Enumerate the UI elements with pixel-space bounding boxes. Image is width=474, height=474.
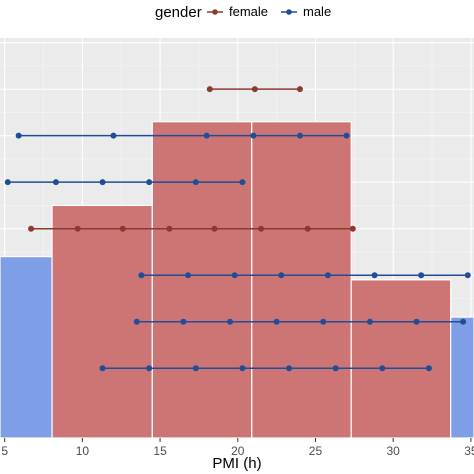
data-point bbox=[278, 272, 285, 279]
data-point bbox=[110, 132, 117, 139]
x-tick-label: 35 bbox=[464, 444, 474, 458]
data-point bbox=[296, 132, 303, 139]
data-point bbox=[304, 225, 311, 232]
data-point bbox=[192, 179, 199, 186]
legend-male-label: male bbox=[303, 4, 331, 19]
legend-female-point bbox=[212, 9, 218, 15]
legend-male-point bbox=[286, 9, 292, 15]
data-point bbox=[296, 86, 303, 93]
data-point bbox=[206, 86, 213, 93]
data-point bbox=[203, 132, 210, 139]
legend-title: gender bbox=[155, 4, 202, 21]
x-tick-label: 5 bbox=[1, 444, 8, 458]
histogram-bar bbox=[151, 121, 253, 439]
data-point bbox=[286, 365, 293, 372]
data-point bbox=[324, 272, 331, 279]
data-point bbox=[320, 318, 327, 325]
series-male bbox=[99, 365, 432, 372]
data-point bbox=[166, 225, 173, 232]
data-point bbox=[180, 318, 187, 325]
data-point bbox=[349, 225, 356, 232]
histogram-bar bbox=[450, 316, 474, 439]
series-female bbox=[28, 225, 356, 232]
data-point bbox=[99, 365, 106, 372]
data-point bbox=[413, 318, 420, 325]
x-tick-label: 20 bbox=[231, 444, 245, 458]
data-point bbox=[371, 272, 378, 279]
legend-female-label: female bbox=[229, 4, 268, 19]
data-point bbox=[273, 318, 280, 325]
data-point bbox=[366, 318, 373, 325]
series-male bbox=[15, 132, 350, 139]
data-point bbox=[239, 365, 246, 372]
series bbox=[4, 86, 471, 372]
data-point bbox=[250, 132, 257, 139]
histogram-bar bbox=[0, 256, 53, 439]
data-point bbox=[231, 272, 238, 279]
series-male bbox=[133, 318, 467, 325]
data-point bbox=[15, 132, 22, 139]
series-female bbox=[206, 86, 303, 93]
x-tick-label: 25 bbox=[309, 444, 323, 458]
data-point bbox=[4, 179, 11, 186]
data-point bbox=[146, 179, 153, 186]
data-point bbox=[332, 365, 339, 372]
data-point bbox=[258, 225, 265, 232]
data-point bbox=[464, 272, 471, 279]
data-point bbox=[418, 272, 425, 279]
x-tick-label: 15 bbox=[153, 444, 167, 458]
data-point bbox=[119, 225, 126, 232]
legend: gender female male bbox=[155, 4, 331, 21]
data-point bbox=[138, 272, 145, 279]
data-point bbox=[460, 318, 467, 325]
data-point bbox=[379, 365, 386, 372]
data-point bbox=[211, 225, 218, 232]
data-point bbox=[133, 318, 140, 325]
data-point bbox=[343, 132, 350, 139]
data-point bbox=[227, 318, 234, 325]
data-point bbox=[28, 225, 35, 232]
bars bbox=[0, 121, 474, 439]
data-point bbox=[99, 179, 106, 186]
data-point bbox=[185, 272, 192, 279]
data-point bbox=[52, 179, 59, 186]
data-point bbox=[192, 365, 199, 372]
histogram-bar bbox=[350, 279, 452, 439]
histogram-bar bbox=[251, 121, 352, 439]
data-point bbox=[239, 179, 246, 186]
data-point bbox=[251, 86, 258, 93]
series-male bbox=[4, 179, 246, 186]
x-tick-label: 10 bbox=[76, 444, 90, 458]
data-point bbox=[146, 365, 153, 372]
data-point bbox=[425, 365, 432, 372]
x-axis-title: PMI (h) bbox=[212, 455, 261, 472]
x-tick-label: 30 bbox=[387, 444, 401, 458]
series-male bbox=[138, 272, 471, 279]
data-point bbox=[74, 225, 81, 232]
x-axis: 5 10 15 20 25 30 35 bbox=[1, 438, 474, 458]
